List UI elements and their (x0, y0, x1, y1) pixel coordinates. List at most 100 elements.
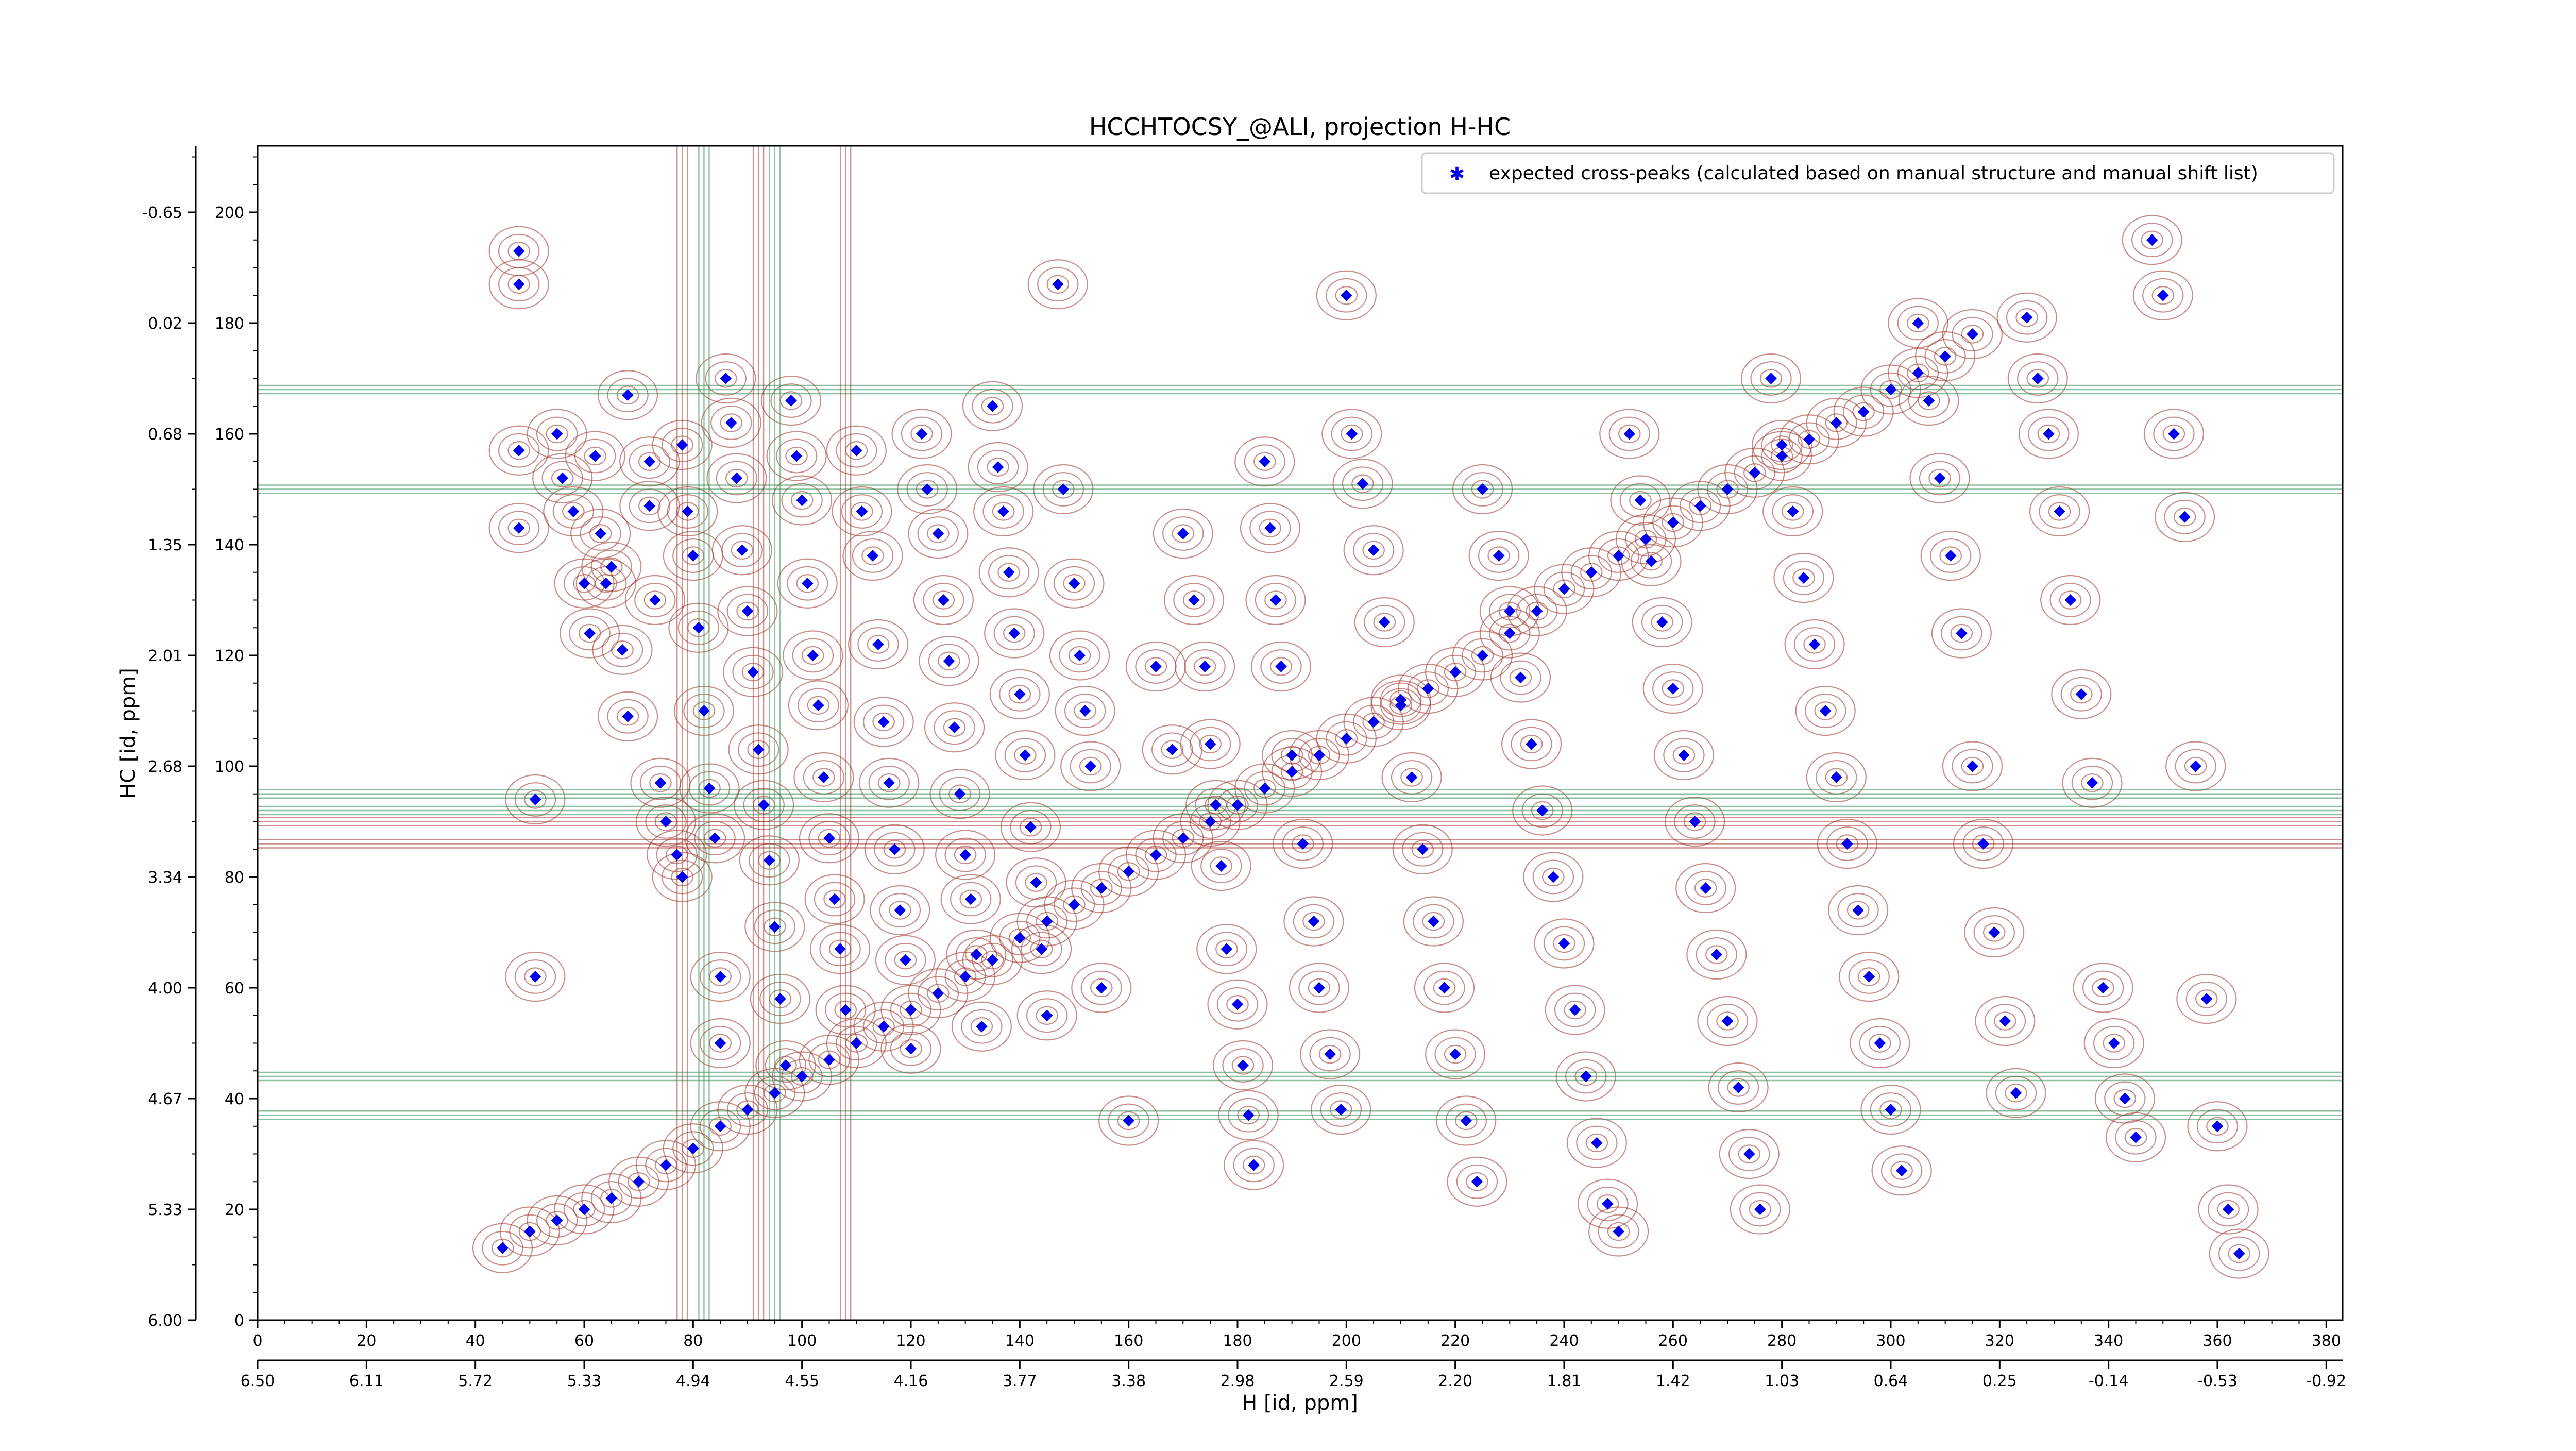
contour-ring (1919, 461, 1961, 496)
contour-ring (624, 575, 685, 626)
contour-ring (1516, 594, 1558, 629)
cross-peak-point (943, 655, 955, 667)
contour-ring (2007, 353, 2068, 404)
contour-ring (1860, 1084, 1921, 1135)
contour-ring (880, 1023, 941, 1074)
contour-ring (2228, 1244, 2251, 1263)
cross-peak-point (1547, 871, 1560, 883)
cross-peak-point (676, 439, 688, 451)
contour-ring (1445, 1103, 1487, 1138)
contour-ring (836, 433, 877, 468)
contour-ring (1728, 1137, 1770, 1171)
contour-ring (984, 608, 1045, 659)
contour-ring (935, 830, 996, 880)
cross-peak-point (1923, 395, 1935, 407)
cross-peak-point (872, 638, 884, 650)
cross-peak-point (1721, 483, 1734, 495)
contour-ring (913, 575, 974, 626)
contour-ring (1373, 613, 1396, 632)
contour-ring (498, 267, 540, 302)
cross-peak-point (1378, 616, 1391, 628)
cross-peak-point (1242, 1109, 1255, 1121)
cross-peak-point (1477, 649, 1488, 662)
legend: ✱ expected cross-peaks (calculated based… (1421, 152, 2335, 194)
cross-peak-point (649, 594, 661, 606)
contour-ring (1444, 663, 1467, 682)
x-ppm-tick-label: -0.14 (2089, 1372, 2129, 1390)
contour-ring (638, 496, 661, 515)
x-ppm-tick-label: 4.16 (894, 1372, 928, 1390)
cross-peak-point (1036, 943, 1047, 955)
contour-ring (765, 1048, 807, 1083)
contour-ring (1125, 641, 1187, 692)
contour-ring (554, 1184, 615, 1235)
contour-ring (788, 680, 849, 731)
contour-ring (1329, 1100, 1352, 1119)
contour-ring (1918, 391, 1940, 410)
contour-ring (1814, 701, 1837, 720)
contour-ring (772, 475, 833, 526)
contour-ring (1400, 768, 1423, 787)
contour-ring (1079, 756, 1102, 776)
contour-ring (2173, 508, 2196, 527)
contour-ring (1632, 597, 1692, 648)
cross-peak-point (1367, 716, 1380, 728)
cross-peak-point (888, 843, 901, 855)
contour-ring (1117, 1111, 1140, 1131)
cross-peak-point (1857, 406, 1870, 418)
contour-ring (1478, 538, 1520, 573)
contour-ring (1652, 671, 1694, 706)
contour-ring (961, 1009, 1003, 1044)
contour-ring (1788, 422, 1830, 457)
contour-ring (917, 976, 959, 1011)
contour-ring (706, 453, 767, 503)
contour-ring (812, 768, 835, 787)
cross-peak-point (660, 816, 672, 828)
contour-ring (1335, 286, 1358, 305)
cross-peak-point (1237, 1059, 1249, 1071)
contour-ring (684, 813, 745, 864)
contour-ring (1289, 963, 1350, 1013)
contour-ring (597, 370, 658, 420)
cross-peak-point (1215, 860, 1227, 872)
cross-peak-point (1259, 782, 1271, 795)
x-ppm-tick-label: 6.50 (241, 1372, 275, 1390)
cross-peak-point (1634, 494, 1647, 507)
contour-ring (581, 542, 642, 592)
contour-ring (1242, 1155, 1265, 1175)
contour-ring (1098, 1095, 1159, 1146)
y-ppm-axis: 6.00 5.33 4.67 4.00 3.34 2.68 2.01 1.35 0.68 0.02… (142, 146, 197, 1330)
contour-ring (1316, 270, 1377, 320)
contour-ring (701, 397, 761, 448)
contour-ring (999, 677, 1041, 712)
contour-ring (973, 486, 1034, 537)
cross-peak-point (529, 971, 541, 983)
contour-ring (1321, 409, 1382, 459)
cross-peak-point (954, 788, 966, 800)
contour-ring (1434, 654, 1476, 689)
contour-ring (1060, 741, 1121, 791)
contour-ring (1036, 912, 1058, 931)
contour-ring (883, 840, 906, 859)
cross-peak-point (1841, 838, 1853, 850)
x-ppm-tick-label: 3.77 (1003, 1372, 1037, 1390)
cross-peak-point (785, 395, 797, 407)
contour-ring (1598, 1214, 1639, 1249)
contour-ring (1585, 1133, 1608, 1153)
contour-ring (908, 508, 969, 559)
cross-peak-point (2146, 234, 2158, 246)
contour-ring (1795, 685, 1856, 736)
x-ppm-axis: 6.50 6.11 5.72 5.33 4.94 4.55 4.16 3.77 3.38 2.98… (241, 1359, 2346, 1390)
contour-ring (2207, 1192, 2249, 1227)
cross-peak-point (1286, 749, 1298, 761)
contour-ring (1694, 879, 1717, 898)
contour-ring (783, 630, 843, 681)
contour-ring (2093, 1026, 2135, 1060)
y-axis-label: HC [id, ppm] (116, 668, 140, 799)
contour-ring (1852, 402, 1875, 421)
contour-ring (2154, 492, 2215, 542)
cross-peak-point (1803, 433, 1815, 446)
cross-peak-point (2130, 1131, 2142, 1143)
cross-peak-point (877, 716, 890, 728)
y-ppm-tick-label: 0.02 (148, 315, 182, 333)
